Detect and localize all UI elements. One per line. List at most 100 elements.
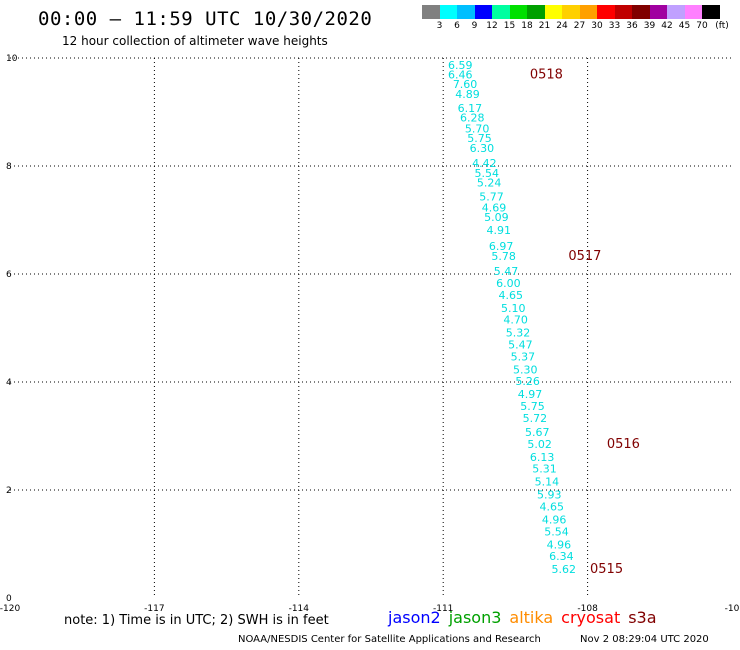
wave-height-point: 4.69 xyxy=(482,201,507,214)
footer-credit: NOAA/NESDIS Center for Satellite Applica… xyxy=(238,634,541,645)
colorbar-swatch xyxy=(649,5,667,19)
colorbar-label: 3 xyxy=(436,21,443,31)
mission-legend-item: s3a xyxy=(628,608,657,627)
colorbar-label: 27 xyxy=(573,21,586,31)
wave-height-point: 6.13 xyxy=(530,451,555,464)
colorbar-label: 21 xyxy=(538,21,551,31)
wave-height-point: 4.70 xyxy=(503,314,528,327)
colorbar-swatch xyxy=(509,5,527,19)
wave-height-point: 5.09 xyxy=(484,211,509,224)
colorbar-label: 15 xyxy=(503,21,516,31)
colorbar-labels: 3 6 9 12 15 18 21 24 27 30 33 36 39 42 45 70 (ft) xyxy=(422,21,740,33)
wave-height-point: 5.14 xyxy=(535,476,560,489)
page-title: 00:00 – 11:59 UTC 10/30/2020 xyxy=(38,8,373,30)
wave-height-point: 5.54 xyxy=(544,525,569,538)
y-tick-label: 8 xyxy=(6,162,12,172)
wave-height-point: 5.78 xyxy=(491,250,516,263)
wave-height-point: 5.26 xyxy=(515,375,540,388)
colorbar-swatch xyxy=(474,5,492,19)
wave-height-point: 6.00 xyxy=(496,277,521,290)
wave-height-point: 6.28 xyxy=(460,112,485,125)
pass-time-label: 0515 xyxy=(590,562,623,577)
mission-legend-item: altika xyxy=(509,608,554,627)
wave-height-point: 5.30 xyxy=(513,363,538,376)
wave-height-point: 4.89 xyxy=(455,88,480,101)
mission-legend-item: cryosat xyxy=(561,608,621,627)
wave-height-point: 5.77 xyxy=(479,191,504,204)
colorbar-swatch xyxy=(422,5,440,19)
pass-time-label: 0516 xyxy=(607,437,640,452)
wave-height-point: 4.96 xyxy=(542,513,567,526)
mission-legend-item: jason2 xyxy=(388,608,441,627)
wave-height-point: 5.47 xyxy=(494,265,519,278)
chart-axes: -120 -117 -114 -111 -108 -10 0 2 4 6 8 10 xyxy=(0,54,740,614)
wave-height-point: 5.93 xyxy=(537,489,562,502)
y-tick-label: 0 xyxy=(6,594,12,604)
wave-height-point: 6.34 xyxy=(549,550,574,563)
colorbar-swatch xyxy=(632,5,650,19)
wave-height-point: 4.96 xyxy=(547,538,572,551)
x-tick-label: -114 xyxy=(289,604,310,614)
wave-height-point: 4.65 xyxy=(499,289,524,302)
wave-height-point: 5.72 xyxy=(523,412,548,425)
y-tick-label: 6 xyxy=(6,270,12,280)
colorbar-swatch xyxy=(457,5,475,19)
y-tick-label: 2 xyxy=(6,486,12,496)
colorbar-swatch xyxy=(439,5,457,19)
wave-height-point: 6.17 xyxy=(458,102,483,115)
colorbar-label: 33 xyxy=(608,21,621,31)
colorbar-label: 9 xyxy=(471,21,478,31)
colorbar-label: 12 xyxy=(486,21,498,31)
mission-legend: jason2 jason3 altika cryosat s3a xyxy=(388,608,665,627)
chart-time-labels: 0518 0517 0516 0515 xyxy=(530,68,640,578)
colorbar-swatch xyxy=(667,5,685,19)
wave-height-point: 5.67 xyxy=(525,426,550,439)
mission-legend-item: jason3 xyxy=(448,608,502,627)
footer-note: note: 1) Time is in UTC; 2) SWH is in fe… xyxy=(64,613,329,628)
colorbar-swatch xyxy=(562,5,580,19)
wave-height-point: 6.97 xyxy=(489,240,513,253)
colorbar-swatch xyxy=(684,5,702,19)
wave-height-point: 4.42 xyxy=(472,157,497,170)
wave-height-point: 6.30 xyxy=(470,142,495,155)
wave-height-point: 5.24 xyxy=(477,177,502,190)
colorbar-swatch xyxy=(492,5,510,19)
wave-height-point: 5.75 xyxy=(520,400,545,413)
wave-height-point: 5.47 xyxy=(508,339,533,352)
colorbar-label: 6 xyxy=(454,21,460,31)
x-tick-label: -120 xyxy=(0,604,20,614)
colorbar-label: 39 xyxy=(643,21,656,31)
wave-height-point: 5.75 xyxy=(467,132,492,145)
colorbar-swatch xyxy=(614,5,632,19)
colorbar-label: 70 xyxy=(696,21,708,31)
x-tick-label: -108 xyxy=(577,604,598,614)
wave-height-point: 4.91 xyxy=(487,224,512,237)
colorbar-label: 45 xyxy=(678,21,691,31)
wave-height-point: 5.02 xyxy=(527,438,552,451)
colorbar-label: 24 xyxy=(556,21,568,31)
y-tick-label: 4 xyxy=(6,378,12,388)
wave-height-point: 5.70 xyxy=(465,123,490,136)
chart-grid xyxy=(10,57,732,598)
colorbar-unit: (ft) xyxy=(715,21,729,31)
wave-height-point: 5.37 xyxy=(511,350,536,363)
colorbar-label: 36 xyxy=(626,21,638,31)
wave-height-point: 5.10 xyxy=(501,302,525,315)
wave-height-point: 4.97 xyxy=(518,388,543,401)
colorbar-label: 42 xyxy=(661,21,673,31)
colorbar-swatch xyxy=(579,5,597,19)
colorbar-label: 30 xyxy=(591,21,603,31)
chart-points: 6.596.467.604.896.176.285.705.756.304.42… xyxy=(448,59,576,576)
colorbar-swatch xyxy=(527,5,545,19)
colorbar xyxy=(422,5,720,19)
wave-height-point: 5.54 xyxy=(474,167,499,180)
y-tick-label: 10 xyxy=(6,54,18,64)
colorbar-swatch xyxy=(544,5,562,19)
wave-height-point: 5.32 xyxy=(506,327,530,340)
page-subtitle: 12 hour collection of altimeter wave hei… xyxy=(62,34,328,48)
x-tick-label: -10 xyxy=(725,604,740,614)
wave-height-point: 6.46 xyxy=(448,69,473,82)
pass-time-label: 0518 xyxy=(530,68,563,83)
colorbar-swatch xyxy=(702,5,720,19)
